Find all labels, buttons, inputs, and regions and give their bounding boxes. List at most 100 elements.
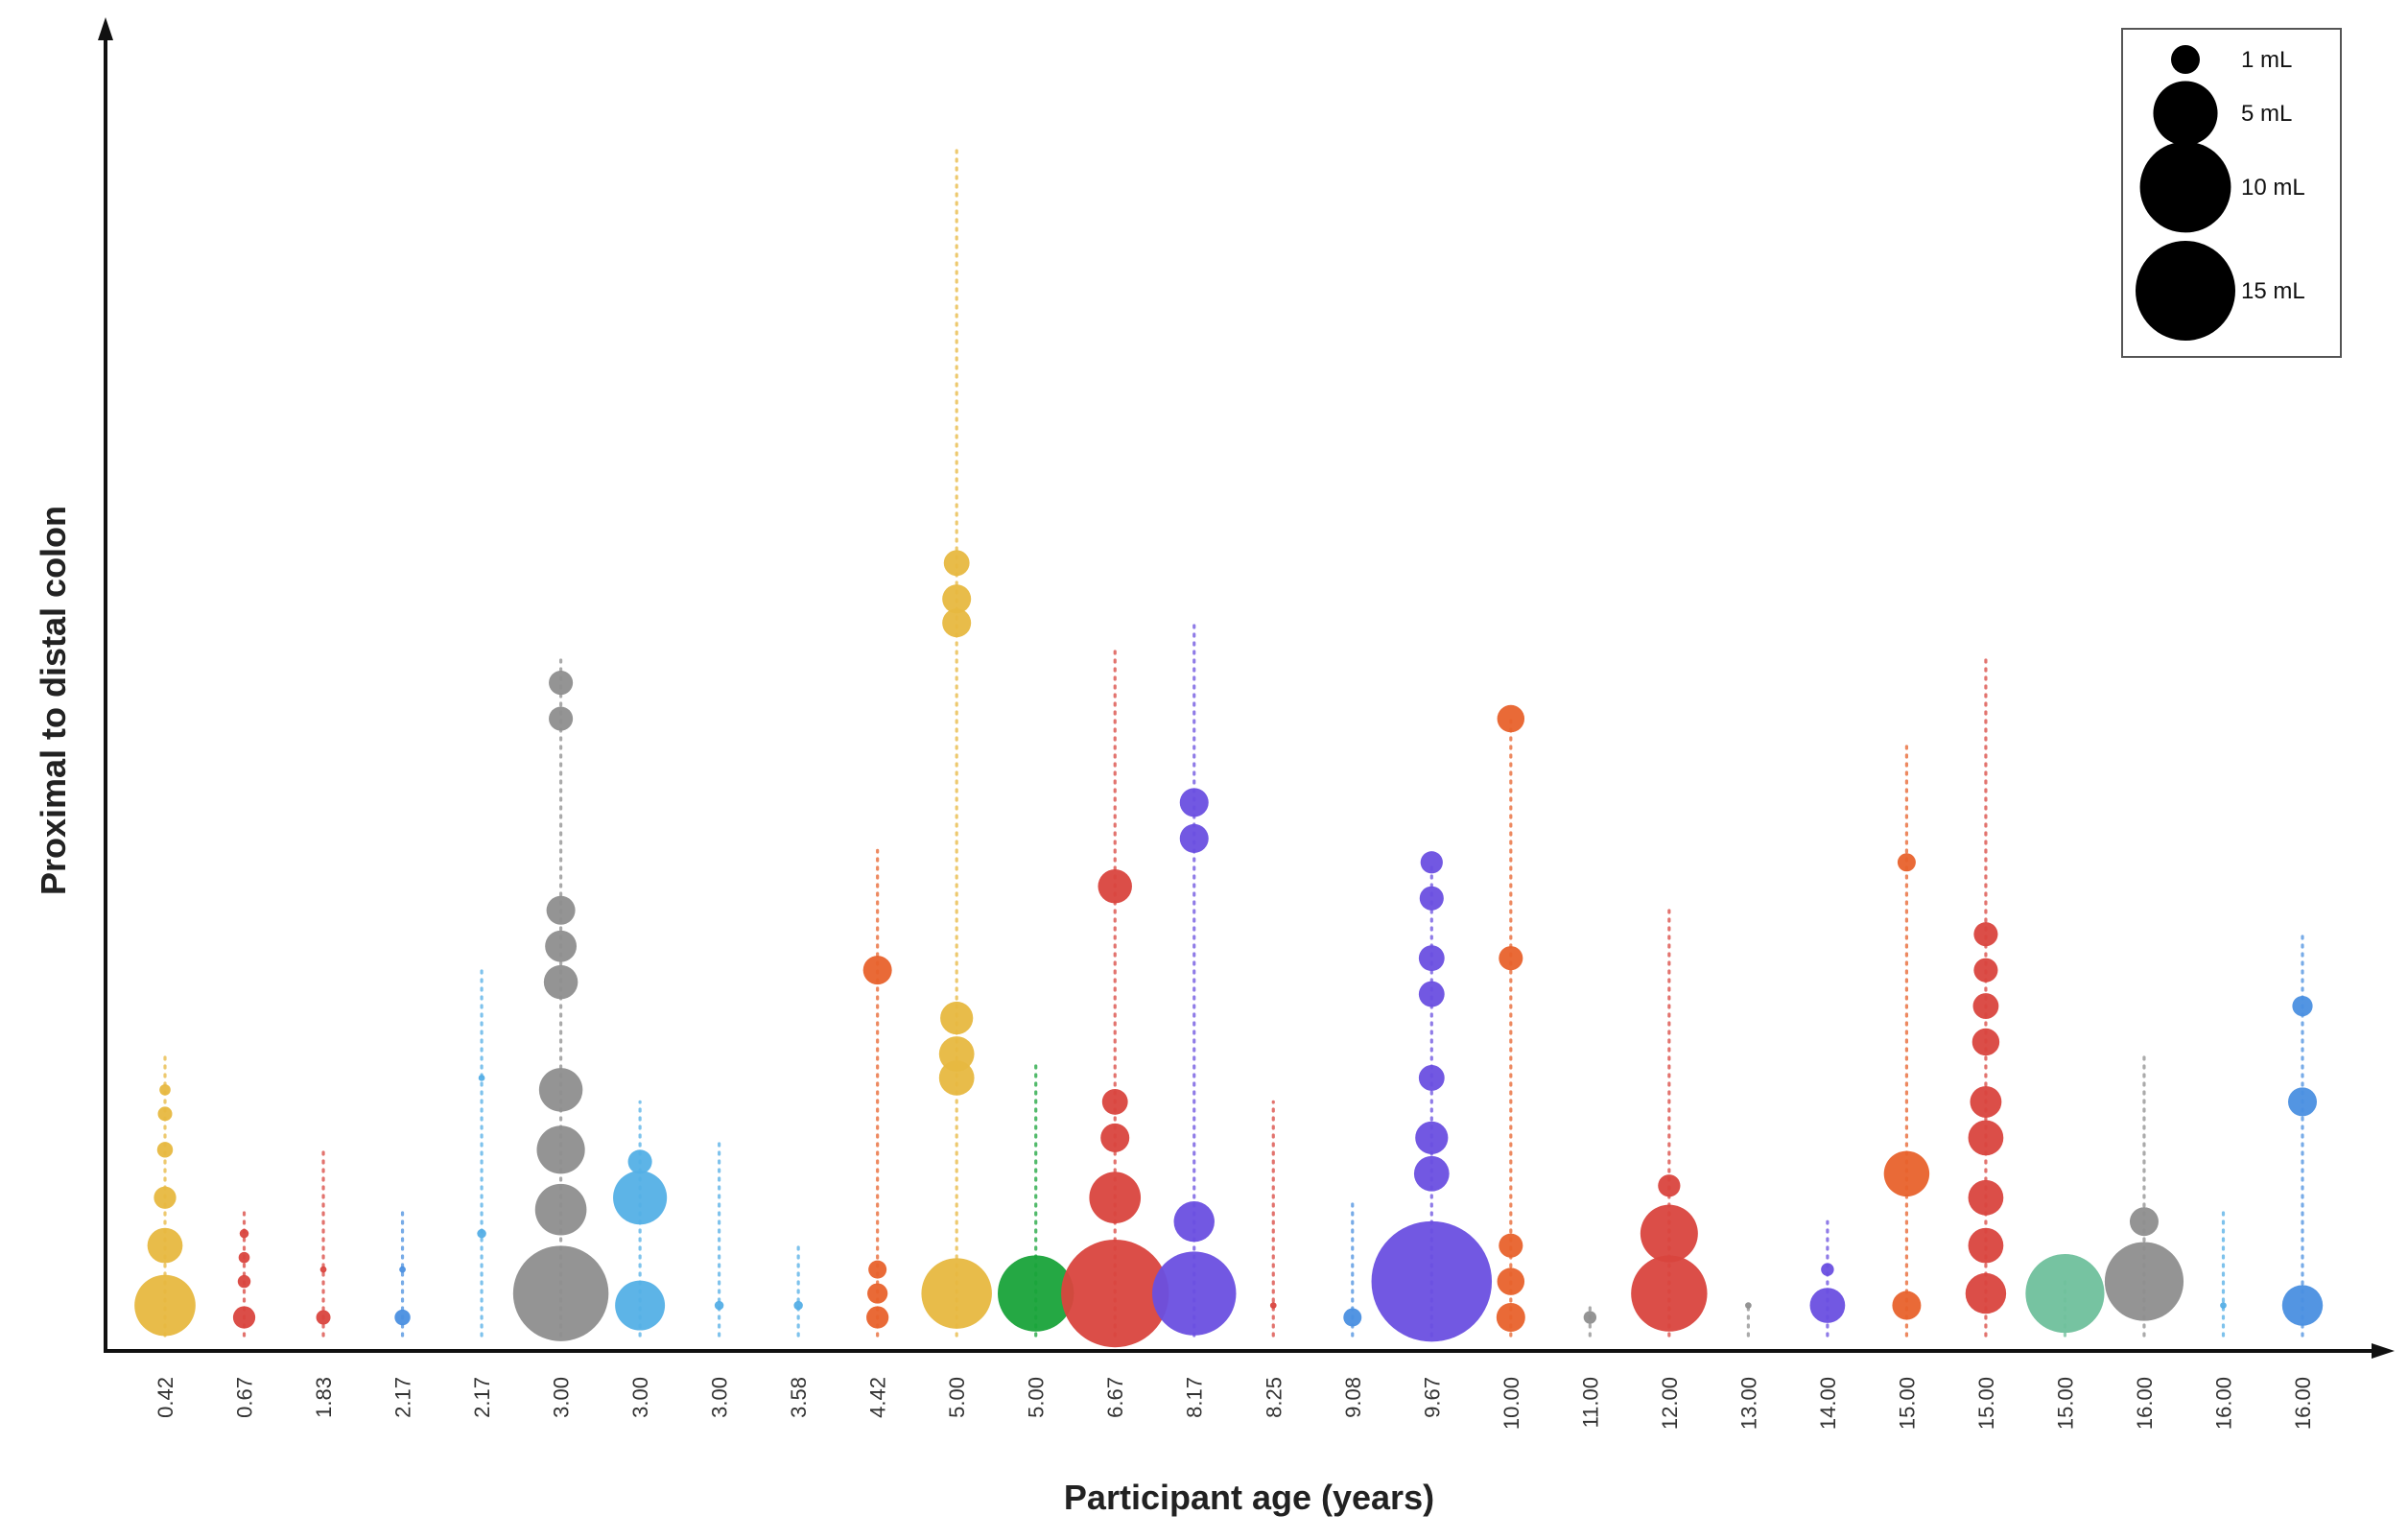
x-tick-label: 16.00: [2211, 1377, 2235, 1430]
series-column: [613, 1100, 668, 1338]
data-point: [1883, 1150, 1930, 1196]
data-point: [1089, 1172, 1142, 1224]
series-column: [512, 657, 609, 1341]
data-point: [1965, 1272, 2007, 1314]
data-point: [153, 1186, 177, 1209]
data-point: [2220, 1302, 2227, 1309]
x-tick-label: 4.42: [866, 1377, 890, 1418]
series-column: [1631, 909, 1708, 1338]
data-point: [2288, 1087, 2317, 1117]
data-point: [1968, 1227, 2004, 1264]
data-point: [942, 608, 972, 638]
data-point: [1971, 1028, 2000, 1056]
data-point: [1496, 1303, 1525, 1333]
data-point: [866, 1306, 889, 1329]
legend: 1 mL 5 mL 10 mL 15 mL: [2121, 28, 2342, 358]
data-point: [1420, 851, 1443, 874]
data-point: [867, 1283, 888, 1304]
data-point: [938, 1036, 975, 1072]
data-point: [134, 1274, 196, 1337]
data-point: [477, 1228, 486, 1239]
data-point: [1371, 1220, 1493, 1342]
x-tick-label: 1.83: [312, 1377, 336, 1418]
x-tick-label: 0.42: [153, 1377, 177, 1418]
data-point: [1499, 946, 1523, 971]
plot-area: [134, 142, 2324, 1348]
data-point: [1101, 1088, 1128, 1115]
x-tick-label: 15.00: [1895, 1377, 1919, 1430]
x-tick-label: 14.00: [1816, 1377, 1840, 1430]
series-column: [1583, 1303, 1597, 1338]
series-column: [998, 1064, 1074, 1338]
axes: [98, 17, 2395, 1359]
x-tick-label: 0.67: [233, 1377, 257, 1418]
data-point: [1497, 704, 1525, 733]
series-column: [2104, 1052, 2184, 1338]
legend-label: 15 mL: [2241, 278, 2305, 304]
x-tick-label: 6.67: [1103, 1377, 1127, 1418]
data-point: [2129, 1207, 2159, 1237]
series-column: [232, 1208, 256, 1338]
series-column: [862, 848, 892, 1338]
data-point: [1419, 886, 1444, 911]
series-column: [1061, 645, 1169, 1348]
data-point: [940, 1001, 974, 1035]
data-point: [615, 1280, 666, 1331]
data-point: [534, 1183, 587, 1236]
data-point: [512, 1245, 609, 1341]
data-point: [868, 1260, 887, 1279]
data-point: [1415, 1121, 1449, 1154]
data-point: [613, 1171, 668, 1225]
data-point: [1098, 869, 1132, 904]
series-column: [1152, 621, 1237, 1338]
series-column: [1371, 851, 1493, 1342]
data-point: [1100, 1123, 1130, 1152]
data-point: [2104, 1242, 2184, 1321]
x-tick-label: 9.67: [1420, 1377, 1444, 1418]
series-column: [1343, 1196, 1362, 1338]
y-axis-title: Proximal to distal colon: [34, 506, 73, 895]
data-point: [1897, 853, 1916, 872]
x-axis-arrow: [2372, 1343, 2395, 1359]
data-point: [478, 1075, 485, 1081]
data-point: [1973, 958, 1998, 983]
legend-bubble: [2136, 241, 2235, 341]
series-column: [2220, 1208, 2227, 1338]
x-tick-label: 3.58: [787, 1377, 811, 1418]
series-column: [921, 142, 992, 1338]
series-column: [1496, 704, 1525, 1338]
data-point: [1970, 1085, 2002, 1118]
x-tick-label: 3.00: [628, 1377, 652, 1418]
data-point: [1968, 1179, 2004, 1216]
legend-bubble: [2139, 141, 2231, 233]
data-point: [237, 1274, 251, 1289]
data-point: [1583, 1311, 1597, 1324]
data-point: [1152, 1251, 1237, 1336]
data-point: [1809, 1288, 1846, 1323]
legend-bubble: [2153, 81, 2218, 146]
x-tick-label: 8.17: [1183, 1377, 1207, 1418]
data-point: [1418, 945, 1445, 972]
series-column: [1883, 741, 1930, 1338]
legend-bubble: [2171, 45, 2200, 74]
data-point: [319, 1266, 327, 1273]
data-point: [1631, 1255, 1708, 1332]
data-point: [1499, 1233, 1523, 1258]
x-axis-title: Participant age (years): [1064, 1478, 1434, 1517]
data-point: [156, 1142, 174, 1158]
x-tick-label: 15.00: [1974, 1377, 1998, 1430]
data-point: [2281, 1285, 2324, 1326]
data-point: [399, 1266, 406, 1273]
data-point: [1640, 1204, 1698, 1263]
x-tick-label: 3.00: [550, 1377, 574, 1418]
data-point: [238, 1251, 250, 1264]
data-point: [1343, 1308, 1362, 1327]
y-axis-arrow: [98, 17, 113, 40]
x-tick-label: 2.17: [470, 1377, 494, 1418]
x-tick-label: 9.08: [1341, 1377, 1365, 1418]
data-point: [1418, 1065, 1445, 1091]
series-column: [134, 1052, 196, 1338]
data-point: [1179, 788, 1209, 817]
legend-label: 10 mL: [2241, 175, 2305, 201]
